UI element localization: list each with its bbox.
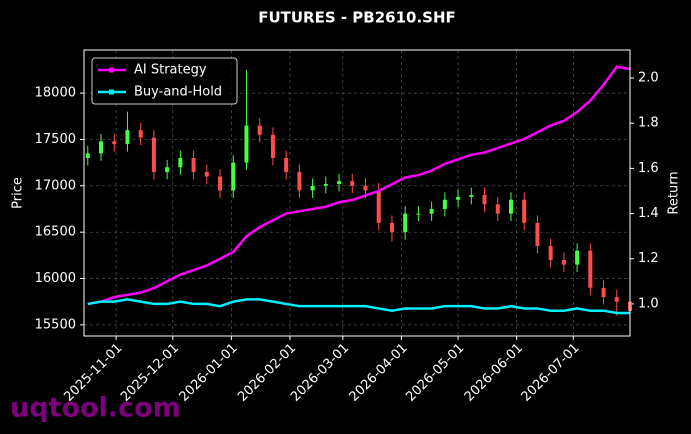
candle-body xyxy=(125,130,130,145)
y-axis-label: Price xyxy=(11,177,26,209)
legend-marker xyxy=(109,89,114,95)
y-tick-label: 16500 xyxy=(35,225,76,240)
candle-body xyxy=(191,158,196,172)
candle-body xyxy=(270,134,275,159)
candle-body xyxy=(429,208,434,214)
candle-body xyxy=(218,176,223,191)
candle-body xyxy=(522,199,527,223)
legend-box xyxy=(91,57,238,105)
candle-body xyxy=(508,199,513,214)
x-tick-label: 2026-01-01 xyxy=(177,341,241,405)
chart-title: FUTURES - PB2610.SHF xyxy=(258,9,456,27)
candle-body xyxy=(284,158,289,172)
watermark: uqtool.com xyxy=(10,393,181,424)
y-tick-label: 17500 xyxy=(35,132,76,147)
candle-body xyxy=(601,287,606,298)
y2-tick-label: 1.0 xyxy=(638,296,659,311)
x-tick-label: 2026-06-01 xyxy=(462,341,526,405)
candle-body xyxy=(588,250,593,288)
candle-body xyxy=(389,222,394,233)
y-tick-label: 16000 xyxy=(35,271,76,286)
candle-body xyxy=(442,199,447,209)
candle-body xyxy=(535,222,540,247)
candle-body xyxy=(337,181,342,184)
candle-body xyxy=(231,162,236,191)
candle-body xyxy=(376,190,381,223)
candle-body xyxy=(151,137,156,172)
series-line xyxy=(87,65,631,306)
candle-body xyxy=(363,185,368,191)
candle-body xyxy=(99,141,104,154)
candle-body xyxy=(310,185,315,191)
y2-tick-label: 1.2 xyxy=(638,251,659,266)
candle-body xyxy=(85,153,90,159)
y-tick-label: 15500 xyxy=(35,317,76,332)
candle-body xyxy=(548,246,553,260)
candle-body xyxy=(323,183,328,186)
legend-label: Buy-and-Hold xyxy=(134,85,222,100)
candle-body xyxy=(297,171,302,191)
legend-marker xyxy=(109,67,114,73)
y2-tick-label: 2.0 xyxy=(638,71,659,86)
candle-body xyxy=(138,130,143,138)
plot-frame xyxy=(83,49,631,337)
candle-body xyxy=(403,213,408,233)
candle-body xyxy=(244,125,249,163)
candle-body xyxy=(257,125,262,135)
candle-body xyxy=(456,196,461,200)
legend-label: AI Strategy xyxy=(134,63,207,78)
candle-body xyxy=(469,195,474,197)
candle-body xyxy=(165,167,170,172)
y2-tick-label: 1.4 xyxy=(638,206,659,221)
x-tick-label: 2026-04-01 xyxy=(347,341,411,405)
candle-body xyxy=(561,259,566,265)
candle-body xyxy=(416,213,421,215)
y-tick-label: 17000 xyxy=(35,178,76,193)
candle-body xyxy=(482,195,487,205)
candle-body xyxy=(178,158,183,168)
candle-body xyxy=(614,297,619,302)
x-tick-label: 2026-05-01 xyxy=(403,341,467,405)
candle-body xyxy=(575,250,580,265)
candle-body xyxy=(350,181,355,186)
candle-body xyxy=(495,204,500,214)
y2-tick-label: 1.8 xyxy=(638,116,659,131)
y-tick-label: 18000 xyxy=(35,86,76,101)
y2-axis-label: Return xyxy=(667,171,682,214)
y2-tick-label: 1.6 xyxy=(638,161,659,176)
x-tick-label: 2026-07-01 xyxy=(519,341,583,405)
series-line xyxy=(87,298,630,315)
candle-body xyxy=(204,171,209,177)
candle-body xyxy=(112,141,117,145)
